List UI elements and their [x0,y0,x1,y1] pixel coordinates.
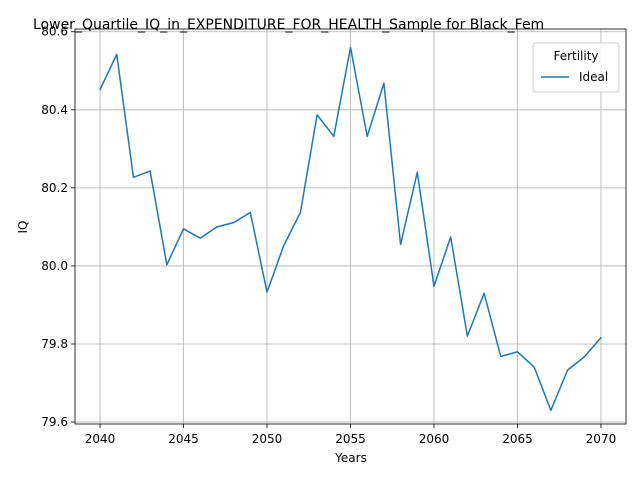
y-axis-label: IQ [16,221,30,234]
y-tick-label: 80.4 [41,103,68,117]
legend-entry-label: Ideal [579,70,608,84]
x-tick-label: 2055 [335,432,366,446]
x-tick-label: 2060 [419,432,450,446]
x-tick-label: 2065 [502,432,533,446]
y-tick-label: 80.2 [41,181,68,195]
grid-lines [75,29,626,424]
series-layer [99,46,603,412]
x-axis-ticks: 2040 2045 2050 2055 2060 2065 2070 [85,424,616,446]
x-axis-label: Years [334,451,367,465]
legend-title: Fertility [553,49,598,63]
y-tick-label: 79.6 [41,415,68,429]
legend: Fertility Ideal [532,42,620,93]
y-tick-label: 80.6 [41,25,68,39]
y-tick-label: 79.8 [41,337,68,351]
x-tick-label: 2070 [586,432,617,446]
legend-box [532,42,620,93]
x-tick-label: 2045 [168,432,199,446]
x-tick-label: 2050 [252,432,283,446]
chart-title: Lower_Quartile_IQ_in_EXPENDITURE_FOR_HEA… [33,17,544,33]
y-tick-label: 80.0 [41,259,68,273]
y-axis-ticks: 79.6 79.8 80.0 80.2 80.4 80.6 [41,25,75,429]
series-line-ideal [99,46,603,412]
x-tick-label: 2040 [85,432,116,446]
